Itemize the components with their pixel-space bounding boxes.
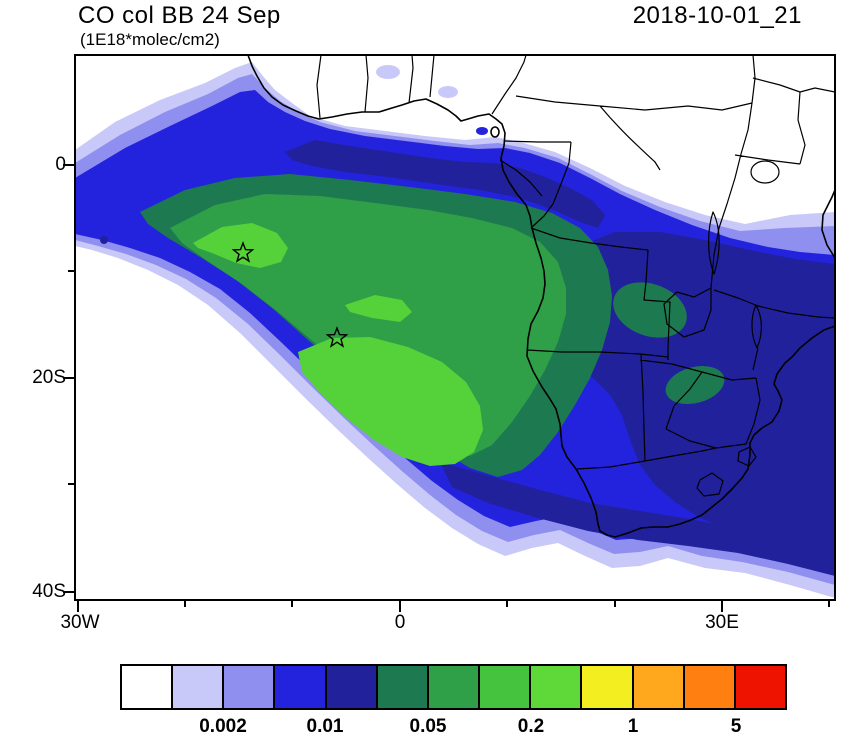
contour-level7-brightgreen bbox=[345, 295, 412, 322]
colorbar-label: 5 bbox=[730, 716, 742, 737]
contour-level4-navy-north-band bbox=[285, 140, 605, 228]
plot-timestamp: 2018-10-01_21 bbox=[632, 2, 802, 29]
contour-level4-navy-south-band bbox=[440, 462, 835, 576]
colorbar-cell bbox=[529, 664, 583, 710]
star-marker-sthelena bbox=[325, 326, 349, 348]
y-tick-label-20s: 20S bbox=[32, 367, 66, 388]
contour-level7-brightgreen bbox=[298, 337, 483, 466]
plot-units-subtitle: (1E18*molec/cm2) bbox=[80, 30, 220, 49]
contour-speck bbox=[438, 86, 458, 98]
colorbar-label: 0.002 bbox=[199, 716, 247, 737]
y-tick-label-0: 0 bbox=[55, 154, 66, 175]
lake-tanganyika bbox=[708, 211, 720, 275]
colorbar-label: 1 bbox=[627, 716, 639, 737]
border-lesotho bbox=[696, 472, 724, 497]
x-tick-label-0: 0 bbox=[394, 612, 406, 633]
station-markers bbox=[231, 241, 349, 348]
contour-darkgreen-patch bbox=[613, 282, 687, 338]
colorbar-cell bbox=[324, 664, 378, 710]
contour-speck bbox=[100, 236, 108, 244]
plot-frame bbox=[74, 54, 836, 601]
colorbar-label: 0.01 bbox=[306, 716, 344, 737]
border-swaziland bbox=[737, 446, 757, 467]
colorbar-cell bbox=[631, 664, 685, 710]
colorbar-cell bbox=[426, 664, 481, 710]
x-tick-label-30w: 30W bbox=[60, 612, 100, 633]
colorbar-cells bbox=[120, 664, 788, 710]
colorbar-cell bbox=[733, 664, 788, 710]
colorbar-label: 0.2 bbox=[517, 716, 545, 737]
colorbar-cell bbox=[222, 664, 276, 710]
colorbar-cell bbox=[682, 664, 736, 710]
y-tick-label-40s: 40S bbox=[32, 581, 66, 602]
lake-malawi bbox=[751, 304, 762, 349]
axis-ticks bbox=[63, 164, 830, 612]
colorbar-label: 0.05 bbox=[409, 716, 447, 737]
contour-speck bbox=[376, 65, 400, 79]
colorbar-cell bbox=[580, 664, 634, 710]
colorbar-cell bbox=[375, 664, 429, 710]
contour-level7-brightgreen bbox=[193, 223, 288, 268]
colorbar-cell bbox=[120, 664, 174, 710]
colorbar-cell bbox=[478, 664, 532, 710]
island-bioko bbox=[490, 126, 500, 138]
plot-title: CO col BB 24 Sep bbox=[78, 2, 281, 29]
x-tick-label-30e: 30E bbox=[705, 612, 739, 633]
colorbar-cell bbox=[171, 664, 225, 710]
star-marker-ascension bbox=[231, 241, 255, 263]
colorbar-cell bbox=[273, 664, 327, 710]
contour-speck bbox=[476, 127, 488, 135]
contour-darkgreen-patch bbox=[665, 365, 725, 405]
country-borders bbox=[316, 55, 835, 497]
lake-victoria bbox=[750, 160, 780, 184]
